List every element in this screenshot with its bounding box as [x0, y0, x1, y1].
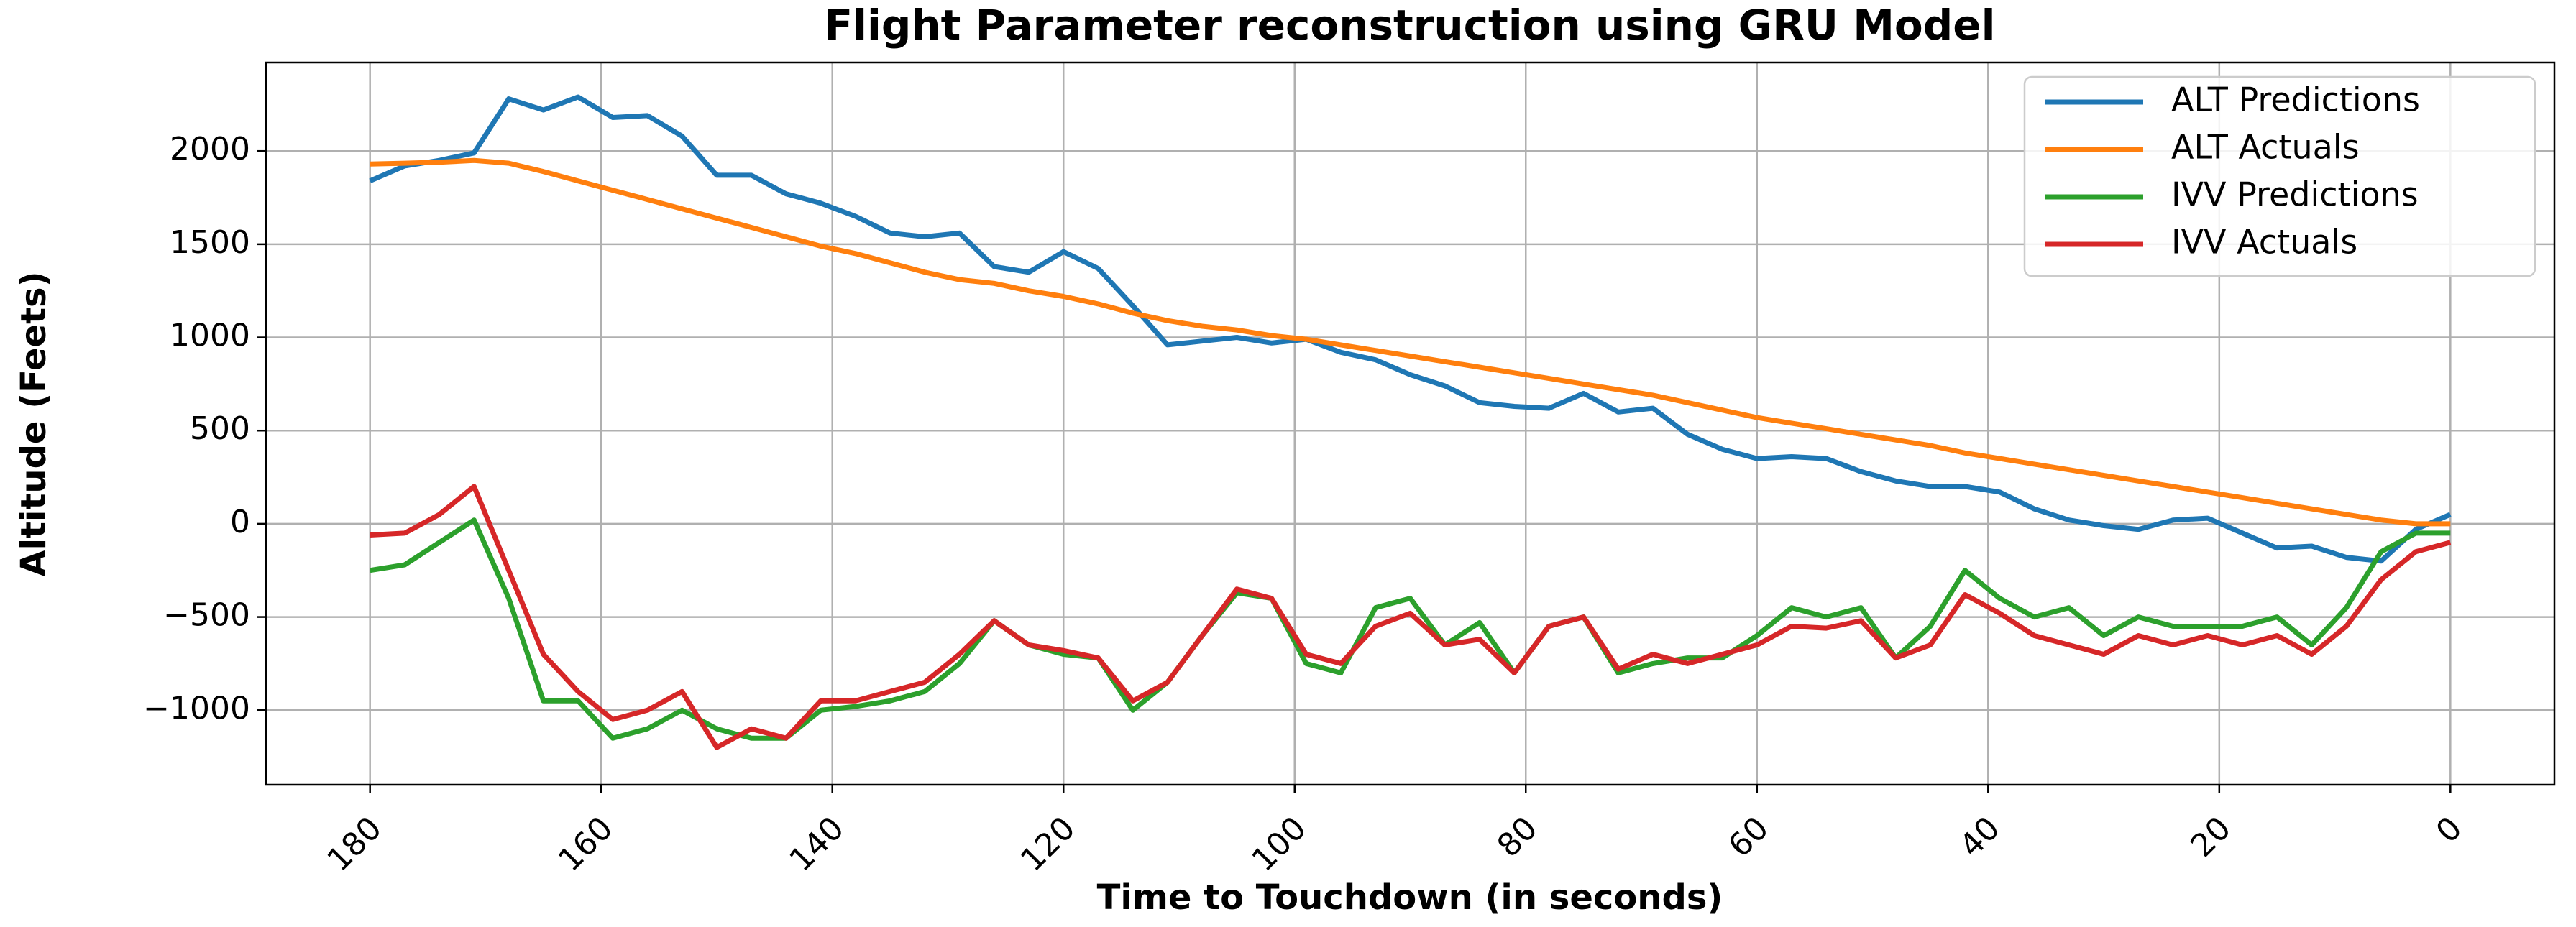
x-tick-label: 140	[783, 810, 851, 878]
data-line	[370, 157, 2451, 527]
x-axis-label: Time to Touchdown (in seconds)	[1097, 877, 1723, 918]
x-tick-label: 40	[1953, 810, 2007, 864]
y-axis-label: Altitude (Feets)	[14, 271, 54, 576]
y-tick-label: −1000	[143, 690, 250, 727]
x-tick-label: 60	[1721, 810, 1776, 864]
y-tick-label: −500	[163, 597, 250, 634]
x-tick-label: 100	[1245, 810, 1314, 878]
legend-label: ALT Predictions	[2171, 80, 2420, 119]
x-tick-label: 120	[1014, 810, 1082, 878]
x-tick-label: 160	[551, 810, 620, 878]
y-tick-label: 1000	[170, 318, 250, 354]
x-tick-label: 80	[1490, 810, 1545, 864]
y-tick-label: 2000	[170, 131, 250, 167]
legend-label: ALT Actuals	[2171, 128, 2360, 167]
x-tick-label: 180	[320, 810, 388, 878]
x-tick-label: 0	[2429, 810, 2470, 850]
data-line	[370, 517, 2451, 741]
chart-title: Flight Parameter reconstruction using GR…	[824, 1, 1995, 50]
data-line	[370, 484, 2452, 750]
y-tick-label: 500	[190, 410, 250, 447]
legend-box	[2023, 75, 2536, 277]
y-tick-label: 0	[230, 504, 250, 540]
x-tick-label: 20	[2183, 810, 2238, 864]
y-tick-label: 1500	[170, 224, 250, 261]
plot-frame	[265, 61, 2556, 786]
data-line	[369, 94, 2452, 564]
legend-label: IVV Predictions	[2171, 175, 2419, 214]
legend-label: IVV Actuals	[2171, 223, 2357, 262]
